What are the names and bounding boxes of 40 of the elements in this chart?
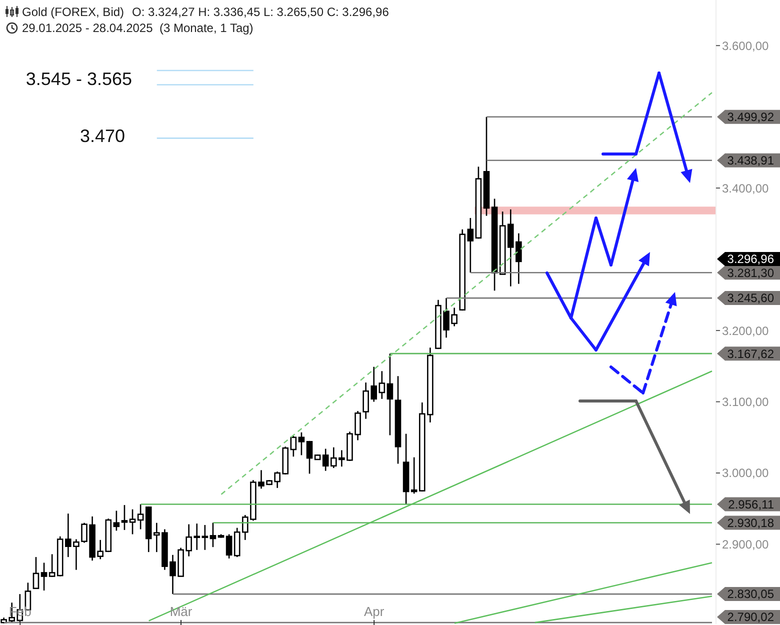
candlestick	[121, 504, 128, 531]
data-label: 3.167,62	[727, 346, 774, 361]
candlestick	[32, 556, 40, 590]
chart-title: Gold (FOREX, Bid)	[22, 5, 124, 19]
candlestick	[410, 456, 418, 494]
annotation: 3.545 - 3.565	[26, 69, 132, 90]
y-tick-label: 3.600,00	[722, 38, 770, 53]
candlestick	[306, 440, 313, 474]
candlestick	[40, 562, 48, 592]
x-tick-label: Apr	[364, 604, 385, 619]
data-label: 3.245,60	[727, 291, 774, 306]
candlestick	[298, 432, 305, 456]
data-label: 2.830,05	[727, 587, 774, 602]
text: 3.296,96	[727, 252, 774, 266]
annotation: O: 3.324,27 H: 3.336,45 L: 3.265,50 C: 3.296,96	[132, 5, 389, 19]
candlestick	[129, 508, 136, 535]
data-label: 2.956,11	[728, 497, 774, 512]
candlestick	[210, 522, 216, 548]
candlestick	[386, 352, 394, 436]
data-label: 3.281,30	[727, 266, 774, 280]
candlestick	[467, 217, 474, 274]
data-label: 2.790,02	[727, 610, 774, 624]
x-tick-label: Mär	[170, 604, 193, 619]
candlestick	[378, 370, 386, 400]
annotation: 3.470	[80, 126, 125, 147]
y-tick-label: 3.400,00	[722, 181, 770, 196]
candlestick	[113, 510, 120, 532]
candlestick	[226, 534, 232, 560]
candlestick	[137, 504, 144, 530]
data-label: 2.930,18	[727, 516, 774, 530]
candlestick	[48, 554, 56, 578]
y-tick-label: 3.000,00	[722, 466, 770, 480]
y-tick-label: 3.100,00	[722, 395, 770, 410]
candlestick	[202, 524, 208, 551]
text: 29.01.2025 - 28.04.2025 (3 Monate, 1 Tag)	[22, 21, 254, 35]
data-label: 3.499,92	[727, 110, 774, 124]
data-label: 3.438,91	[727, 154, 774, 168]
y-tick-label: 2.900,00	[722, 537, 770, 552]
candlestick	[290, 435, 297, 458]
y-tick-label: 3.200,00	[722, 324, 770, 338]
